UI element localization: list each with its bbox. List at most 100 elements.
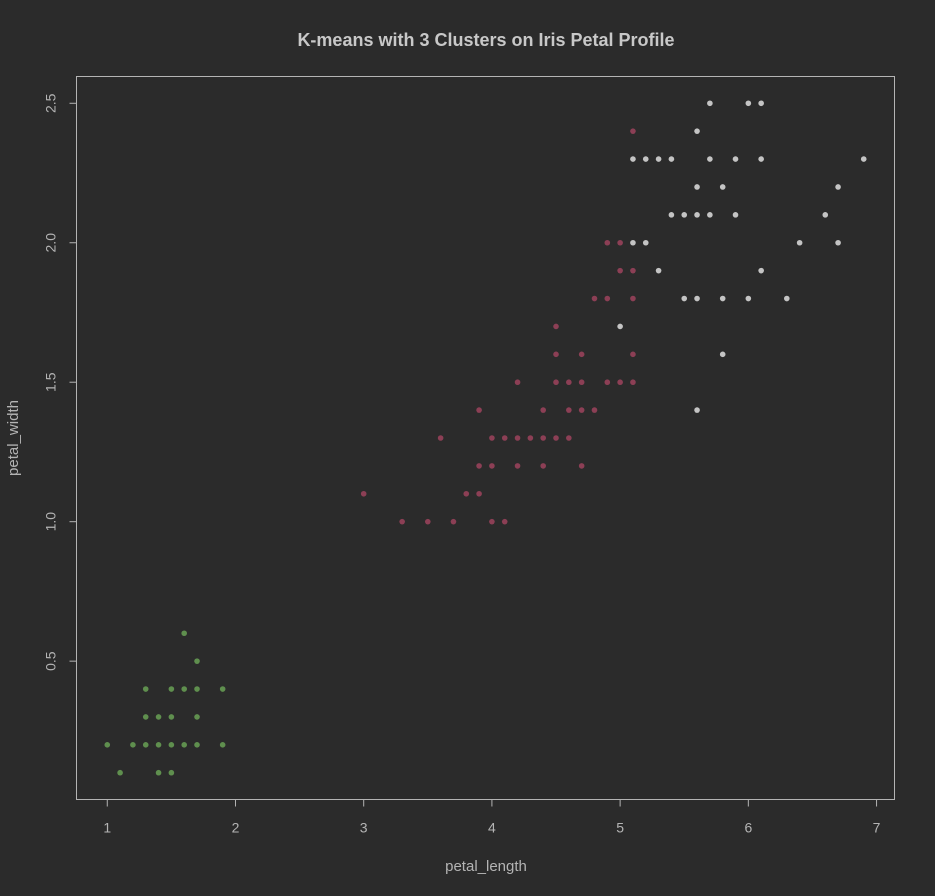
data-point xyxy=(732,212,739,218)
data-point xyxy=(181,630,187,637)
data-point xyxy=(553,435,559,441)
data-point xyxy=(758,156,764,162)
x-axis: 1 2 3 4 5 6 7 xyxy=(103,799,881,836)
y-tick-label: 0.5 xyxy=(43,651,59,671)
data-point xyxy=(489,518,495,525)
data-point xyxy=(745,100,752,107)
data-point xyxy=(617,323,623,330)
data-point xyxy=(142,714,149,720)
data-point xyxy=(796,239,803,246)
data-point xyxy=(642,156,649,162)
y-tick-label: 1.0 xyxy=(43,512,59,532)
data-point xyxy=(694,212,700,218)
data-point xyxy=(527,435,534,441)
x-tick-label: 1 xyxy=(103,820,111,836)
data-point xyxy=(630,239,636,246)
y-axis: 0.5 1.0 1.5 2.0 2.5 xyxy=(43,93,77,671)
data-point xyxy=(476,463,482,469)
data-point xyxy=(694,295,700,302)
x-axis-label: petal_length xyxy=(445,858,527,875)
data-point xyxy=(489,463,495,469)
data-point xyxy=(566,379,572,386)
data-point xyxy=(501,518,508,525)
data-point xyxy=(155,769,162,776)
data-point xyxy=(168,769,175,776)
data-point xyxy=(604,239,611,246)
data-point xyxy=(566,407,572,413)
x-tick-label: 3 xyxy=(360,820,368,836)
data-point xyxy=(194,686,200,692)
data-point xyxy=(630,379,636,386)
data-point xyxy=(707,212,713,218)
data-point xyxy=(617,239,623,246)
data-point xyxy=(630,351,636,358)
data-point xyxy=(104,742,111,748)
data-point xyxy=(642,239,649,246)
data-point xyxy=(758,100,764,107)
data-point xyxy=(566,435,572,441)
data-point xyxy=(719,295,726,302)
data-point xyxy=(463,490,470,497)
data-point xyxy=(604,379,611,386)
data-point xyxy=(219,686,226,692)
data-point xyxy=(450,518,457,525)
data-point xyxy=(591,407,598,413)
data-point xyxy=(835,239,841,246)
data-point xyxy=(835,184,841,190)
data-point xyxy=(553,351,559,358)
data-point xyxy=(655,267,662,274)
data-point xyxy=(168,714,175,720)
data-point xyxy=(694,407,700,413)
data-point xyxy=(578,463,585,469)
data-point xyxy=(553,379,559,386)
x-tick-label: 4 xyxy=(488,820,496,836)
data-point xyxy=(694,128,700,134)
data-point xyxy=(617,379,623,386)
data-point xyxy=(142,686,149,692)
data-point xyxy=(745,295,752,302)
data-point xyxy=(501,435,508,441)
data-point xyxy=(630,128,636,134)
data-point xyxy=(117,769,123,776)
data-point xyxy=(784,295,790,302)
data-point xyxy=(514,379,521,386)
x-tick-label: 5 xyxy=(616,820,624,836)
x-tick-label: 7 xyxy=(873,820,881,836)
data-point xyxy=(694,184,700,190)
data-point xyxy=(860,156,867,162)
data-point xyxy=(194,742,200,748)
data-point xyxy=(822,212,829,218)
data-point xyxy=(476,490,482,497)
data-point xyxy=(617,267,623,274)
data-point xyxy=(707,100,713,107)
data-point xyxy=(399,518,405,525)
data-point xyxy=(168,742,175,748)
data-point xyxy=(540,407,546,413)
data-point xyxy=(707,156,713,162)
data-point xyxy=(668,212,675,218)
data-point xyxy=(591,295,598,302)
data-point xyxy=(540,463,546,469)
data-point xyxy=(578,379,585,386)
y-tick-label: 1.5 xyxy=(43,372,59,392)
data-point xyxy=(578,407,585,413)
data-point xyxy=(681,212,688,218)
data-point xyxy=(630,267,636,274)
data-point xyxy=(630,295,636,302)
data-point xyxy=(758,267,764,274)
data-point xyxy=(514,463,521,469)
data-point xyxy=(681,295,688,302)
data-point xyxy=(181,742,187,748)
data-point xyxy=(719,184,726,190)
data-point xyxy=(604,295,611,302)
y-axis-label: petal_width xyxy=(5,400,22,476)
data-point xyxy=(168,686,175,692)
data-point xyxy=(194,658,200,664)
data-point xyxy=(194,714,200,720)
data-point xyxy=(155,742,162,748)
data-point xyxy=(630,156,636,162)
data-point xyxy=(130,742,136,748)
x-tick-label: 6 xyxy=(744,820,752,836)
y-tick-label: 2.5 xyxy=(43,93,59,113)
